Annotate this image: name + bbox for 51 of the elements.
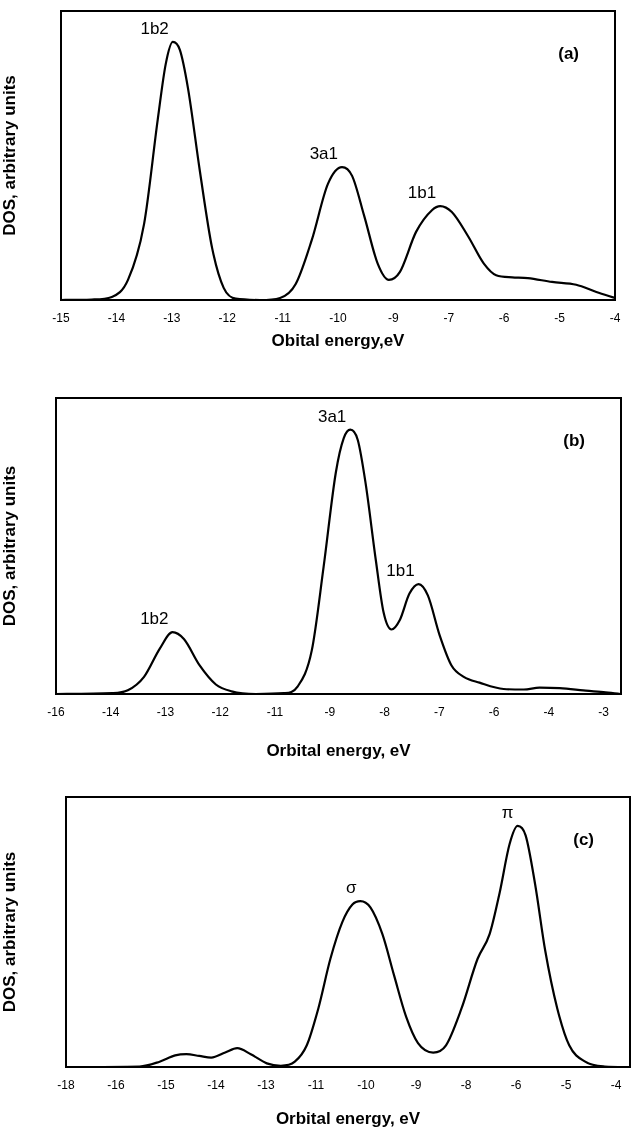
annotation: 1b1 xyxy=(386,561,415,581)
x-tick-label: -10 xyxy=(357,1077,375,1092)
x-tick-label: -6 xyxy=(498,310,510,325)
x-tick-label: -11 xyxy=(307,1077,325,1092)
x-tick-label: -10 xyxy=(329,310,347,325)
x-tick-label: -4 xyxy=(609,310,621,325)
annotation: (a) xyxy=(558,43,579,63)
x-tick-label: -15 xyxy=(52,310,70,325)
annotation: (b) xyxy=(563,430,585,450)
x-tick-label: -8 xyxy=(379,704,391,719)
x-tick-label: -13 xyxy=(257,1077,275,1092)
x-axis-title: Orbital energy, eV xyxy=(266,741,412,761)
annotation: 1b2 xyxy=(140,19,169,39)
x-tick-label: -14 xyxy=(107,310,126,325)
annotation: (c) xyxy=(573,829,594,849)
x-tick-label: -8 xyxy=(460,1077,472,1092)
annotation: σ xyxy=(345,878,357,898)
x-tick-label: -16 xyxy=(107,1077,125,1092)
x-tick-label: -18 xyxy=(57,1077,75,1092)
x-tick-label: -4 xyxy=(543,704,555,719)
y-axis-title: DOS, arbitrary units xyxy=(0,465,19,627)
x-tick-label: -7 xyxy=(443,310,455,325)
x-tick-label: -9 xyxy=(388,310,400,325)
x-tick-label: -5 xyxy=(554,310,566,325)
annotation: 1b2 xyxy=(140,609,169,629)
x-tick-label: -13 xyxy=(156,704,175,719)
x-tick-label: -14 xyxy=(102,704,120,719)
annotation: 1b1 xyxy=(407,183,437,203)
x-axis-title: Orbital energy, eV xyxy=(275,1109,421,1129)
x-tick-label: -11 xyxy=(274,310,292,325)
y-axis-title: DOS, arbitrary units xyxy=(0,851,19,1013)
x-tick-label: -5 xyxy=(560,1077,572,1092)
x-axis-title: Obital energy,eV xyxy=(271,331,406,351)
x-tick-label: -3 xyxy=(598,704,610,719)
x-tick-label: -12 xyxy=(218,310,237,325)
x-tick-label: -12 xyxy=(211,704,230,719)
y-axis-title: DOS, arbitrary units xyxy=(0,75,19,236)
x-tick-label: -15 xyxy=(157,1077,175,1092)
annotation: π xyxy=(501,803,514,823)
annotation: 3a1 xyxy=(309,144,339,164)
x-tick-label: -9 xyxy=(324,704,336,719)
x-tick-label: -16 xyxy=(47,704,65,719)
annotation: 3a1 xyxy=(317,406,347,426)
x-tick-label: -7 xyxy=(433,704,445,719)
x-tick-label: -4 xyxy=(610,1077,622,1092)
x-tick-label: -6 xyxy=(510,1077,522,1092)
x-tick-label: -11 xyxy=(266,704,284,719)
x-tick-label: -6 xyxy=(488,704,500,719)
x-tick-label: -14 xyxy=(207,1077,225,1092)
x-tick-label: -13 xyxy=(163,310,181,325)
x-tick-label: -9 xyxy=(410,1077,422,1092)
